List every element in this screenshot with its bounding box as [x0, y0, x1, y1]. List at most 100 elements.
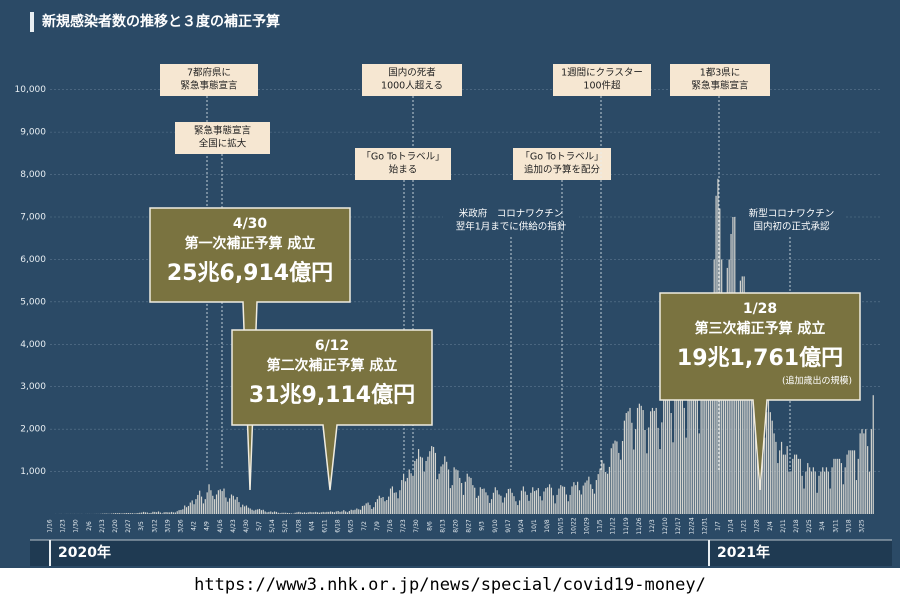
x-tick-label: 8/6: [426, 521, 433, 531]
bar: [477, 495, 480, 514]
bar: [432, 446, 435, 514]
x-tick-label: 11/12: [610, 517, 617, 534]
bar: [341, 511, 343, 514]
bar: [745, 301, 747, 514]
bar: [234, 499, 236, 514]
y-tick-label: 2,000: [20, 425, 46, 435]
bar: [625, 413, 627, 514]
title-marker: [30, 12, 34, 32]
bar: [184, 505, 186, 514]
bar: [232, 495, 234, 514]
bar: [504, 497, 506, 514]
bar: [633, 449, 635, 514]
bar: [318, 512, 321, 514]
bar: [258, 508, 261, 514]
bar: [537, 488, 539, 514]
x-tick-label: 6/25: [348, 519, 355, 533]
callout-box: [659, 292, 861, 491]
year-label: 2021年: [717, 544, 770, 561]
bar: [171, 511, 173, 514]
annotation-box: [553, 64, 651, 96]
bar: [185, 507, 188, 514]
bar: [822, 467, 824, 514]
bar: [419, 456, 422, 514]
bar: [704, 323, 706, 514]
bar: [156, 512, 158, 514]
bar: [447, 469, 450, 514]
annotation-box: [175, 122, 270, 154]
bar: [595, 480, 597, 514]
bar: [500, 495, 502, 514]
bar: [820, 471, 822, 514]
bar: [584, 482, 586, 514]
bar: [446, 461, 448, 514]
bar: [837, 458, 839, 514]
bar: [300, 512, 302, 514]
x-tick-label: 3/18: [845, 519, 852, 533]
bar: [838, 458, 841, 514]
bar: [148, 513, 150, 514]
bar: [363, 505, 365, 514]
bar: [150, 512, 152, 514]
annotation-text: 追加の予算を配分: [524, 164, 601, 176]
bar: [780, 441, 783, 514]
bar: [262, 509, 264, 514]
bar: [608, 466, 611, 514]
bar: [176, 511, 178, 514]
bar: [515, 501, 517, 514]
bar: [174, 512, 176, 514]
x-tick-label: 2/20: [112, 519, 119, 533]
bar: [638, 403, 640, 514]
bar: [165, 512, 167, 514]
bar: [187, 505, 190, 514]
bar: [242, 504, 244, 514]
bar: [283, 512, 285, 514]
bar: [268, 511, 270, 514]
bar: [273, 511, 276, 514]
bar: [522, 486, 524, 514]
bar: [320, 512, 322, 514]
bar: [475, 497, 478, 514]
x-tick-label: 2/4: [767, 521, 774, 531]
x-tick-label: 8/13: [439, 519, 446, 533]
bar: [848, 450, 850, 514]
bar: [749, 344, 751, 514]
y-tick-label: 5,000: [20, 297, 46, 307]
y-tick-label: 6,000: [20, 255, 46, 265]
bar: [380, 497, 382, 514]
bar: [694, 352, 697, 514]
bar: [571, 486, 573, 514]
x-tick-label: 12/24: [688, 517, 695, 534]
bar: [358, 509, 360, 514]
bar: [777, 463, 779, 514]
bar: [161, 513, 163, 514]
x-tick-label: 4/2: [191, 521, 198, 531]
bar: [301, 512, 304, 514]
bar: [285, 512, 287, 514]
bar: [580, 494, 582, 514]
bar: [618, 452, 620, 514]
bar: [859, 433, 861, 514]
bar: [509, 488, 511, 514]
bar: [417, 449, 420, 514]
bar: [129, 513, 132, 514]
bar: [255, 509, 257, 514]
bar: [356, 508, 358, 514]
bar: [636, 407, 639, 514]
bar: [135, 513, 137, 514]
bar: [331, 511, 334, 514]
x-tick-label: 5/28: [295, 519, 302, 533]
bar: [403, 473, 405, 514]
bar: [251, 509, 253, 514]
bar: [676, 382, 678, 514]
bar: [113, 513, 115, 514]
bar: [157, 511, 160, 514]
bar: [867, 446, 869, 514]
bar: [810, 471, 813, 514]
x-tick-label: 3/4: [819, 521, 826, 531]
bar: [414, 460, 416, 514]
bar: [163, 512, 165, 514]
bar: [481, 488, 483, 514]
bar: [621, 441, 624, 514]
bar: [700, 386, 702, 514]
